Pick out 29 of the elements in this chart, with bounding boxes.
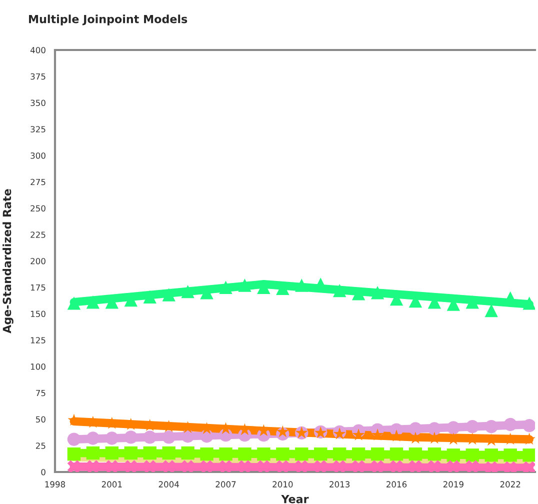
y-tick-label: 200	[30, 258, 46, 264]
x-tick-label: 2007	[216, 481, 236, 488]
x-tick-label: 1998	[45, 481, 66, 488]
y-tick-label: 125	[30, 337, 46, 344]
y-tick-label: 400	[30, 46, 46, 54]
y-tick-label: 325	[30, 126, 46, 132]
y-tick-label: 275	[30, 178, 46, 186]
y-tick-label: 375	[30, 73, 46, 80]
y-tick-label: 350	[30, 100, 46, 106]
x-tick-label: 2016	[386, 481, 407, 488]
y-tick-label: 0	[41, 468, 46, 476]
chart-title: Multiple Joinpoint Models	[29, 14, 188, 26]
x-axis-title: Year	[281, 494, 309, 504]
y-tick-label: 225	[30, 232, 46, 238]
x-tick-label: 2001	[102, 481, 122, 488]
x-tick-label: 2010	[272, 481, 293, 488]
y-axis-title: Age-Standardized Rate	[2, 189, 14, 334]
x-tick-label: 2022	[500, 481, 520, 488]
x-tick-label: 2013	[330, 481, 350, 488]
y-tick-label: 100	[30, 363, 46, 370]
y-tick-label: 300	[30, 152, 46, 159]
y-tick-label: 50	[36, 416, 46, 423]
y-tick-label: 175	[30, 284, 46, 291]
y-tick-label: 150	[30, 310, 46, 318]
x-tick-label: 2019	[443, 481, 464, 488]
x-tick-label: 2004	[158, 481, 179, 488]
y-tick-label: 25	[36, 442, 46, 449]
y-tick-label: 250	[30, 205, 46, 212]
y-tick-label: 75	[36, 390, 46, 396]
